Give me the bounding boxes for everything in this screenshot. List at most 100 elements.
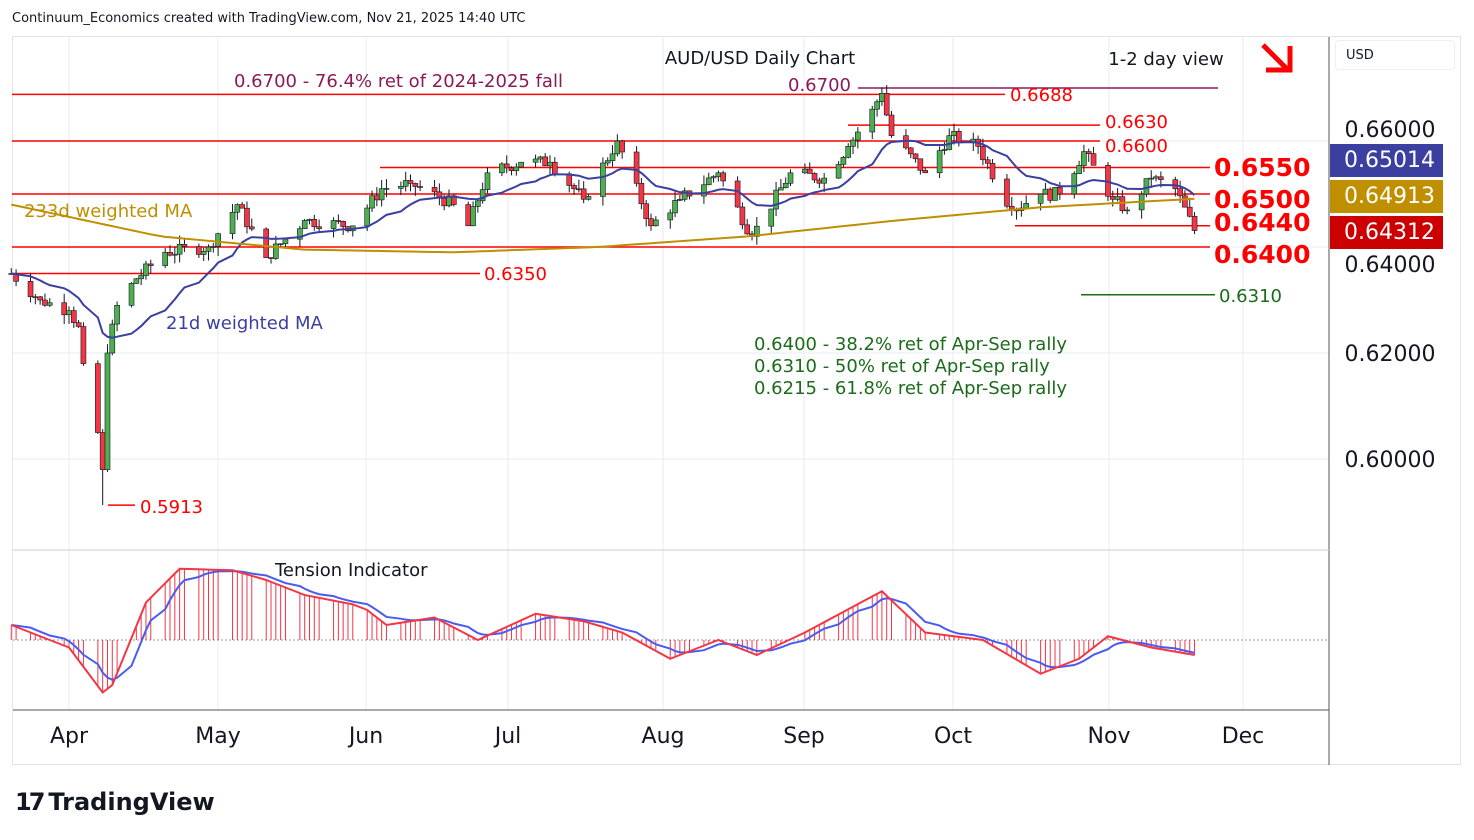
level-label: 0.6688 (1010, 85, 1073, 106)
candle-body (306, 219, 313, 221)
last-price-badge: 0.64312 (1330, 216, 1443, 249)
candle-body (297, 228, 303, 240)
candle-body (172, 253, 178, 256)
candle-body (600, 162, 606, 197)
candle-body (80, 326, 87, 364)
level-label: 0.6350 (484, 264, 547, 285)
x-tick-label: Sep (783, 724, 824, 749)
chart-frame (12, 36, 1461, 765)
candle-body (181, 244, 188, 247)
candle-body (619, 140, 625, 153)
candle-body (989, 162, 996, 180)
candle-body (61, 302, 67, 316)
candle-body (883, 93, 890, 116)
candle-body (537, 156, 544, 160)
candle-body (677, 199, 683, 201)
candle-body (138, 275, 144, 280)
candle-body (71, 310, 77, 323)
candle-body (609, 153, 616, 161)
candle-body (244, 207, 250, 228)
candle-body (782, 182, 789, 189)
candle-body (1071, 173, 1078, 195)
candle-body (1191, 215, 1198, 231)
candle-body (1076, 165, 1082, 174)
y-tick-label: 0.66000 (1345, 118, 1436, 143)
candle-body (1085, 151, 1092, 154)
candle-body (542, 156, 548, 167)
candle-body (773, 189, 779, 210)
level-label: 0.6500 (1214, 185, 1310, 214)
wma21-label: 21d weighted MA (166, 313, 323, 334)
retracement-note: 0.6310 - 50% ret of Apr-Sep rally (754, 356, 1050, 377)
candle-body (133, 278, 140, 284)
candle-body (648, 218, 654, 227)
candle-body (42, 299, 48, 306)
candle-body (604, 160, 611, 164)
candle-body (364, 207, 371, 227)
chart-title: AUD/USD Daily Chart (665, 48, 855, 69)
candle-body (1182, 195, 1188, 208)
candle-body (234, 204, 241, 213)
candle-body (176, 244, 183, 255)
x-tick-label: Aug (642, 724, 685, 749)
candle-body (912, 153, 919, 160)
candle-body (1124, 209, 1130, 212)
candle-body (518, 161, 524, 168)
candle-body (95, 363, 101, 433)
candle-body (162, 252, 168, 266)
candle-body (951, 130, 957, 136)
candle-body (499, 163, 505, 174)
candle-body (66, 310, 72, 316)
wma21-price-badge: 0.65014 (1330, 144, 1443, 177)
tradingview-logo: 17 TradingView (15, 788, 215, 816)
candle-body (1057, 187, 1063, 195)
x-tick-label: Nov (1088, 724, 1131, 749)
candle-body (840, 157, 847, 165)
y-tick-label: 0.60000 (1345, 448, 1436, 473)
ma233-price-badge: 0.64913 (1330, 180, 1443, 213)
candle-body (917, 158, 924, 171)
level-label: 0.6440 (1214, 208, 1310, 237)
candle-body (503, 163, 510, 169)
candle-body (479, 189, 486, 202)
indicator-signal-line (11, 570, 1195, 681)
candle-body (1177, 188, 1183, 197)
y-tick-label: 0.64000 (1345, 253, 1436, 278)
candle-body (1047, 188, 1054, 201)
candle-body (768, 208, 775, 227)
candle-body (301, 220, 308, 230)
candle-body (585, 196, 592, 200)
candle-body (114, 304, 120, 325)
candle-body (701, 184, 707, 197)
candle-body (273, 243, 279, 259)
candle-body (1090, 153, 1097, 166)
candle-body (374, 195, 380, 201)
candle-body (638, 183, 645, 205)
candle-body (1081, 151, 1087, 166)
candle-body (705, 177, 712, 186)
candle-body (513, 166, 520, 172)
candle-body (816, 179, 823, 184)
candle-body (710, 176, 717, 179)
x-tick-label: Oct (934, 724, 972, 749)
candle-body (672, 200, 678, 214)
candle-body (1037, 193, 1044, 204)
x-tick-label: Dec (1222, 724, 1265, 749)
level-label: 0.6550 (1214, 153, 1310, 182)
candle-body (1148, 177, 1155, 180)
candle-body (811, 173, 818, 181)
candle-body (778, 187, 784, 191)
candle-body (32, 296, 39, 299)
candle-body (412, 183, 419, 187)
candle-body (802, 168, 808, 174)
retracement-note: 0.6400 - 38.2% ret of Apr-Sep rally (754, 334, 1067, 355)
candle-body (754, 225, 760, 237)
candle-body (1042, 188, 1049, 195)
level-label: 0.6600 (1105, 136, 1168, 157)
candle-body (1052, 187, 1058, 201)
candle-body (821, 177, 827, 184)
currency-selector[interactable]: USD (1335, 40, 1455, 70)
candle-body (739, 206, 746, 226)
candle-body (398, 185, 404, 189)
